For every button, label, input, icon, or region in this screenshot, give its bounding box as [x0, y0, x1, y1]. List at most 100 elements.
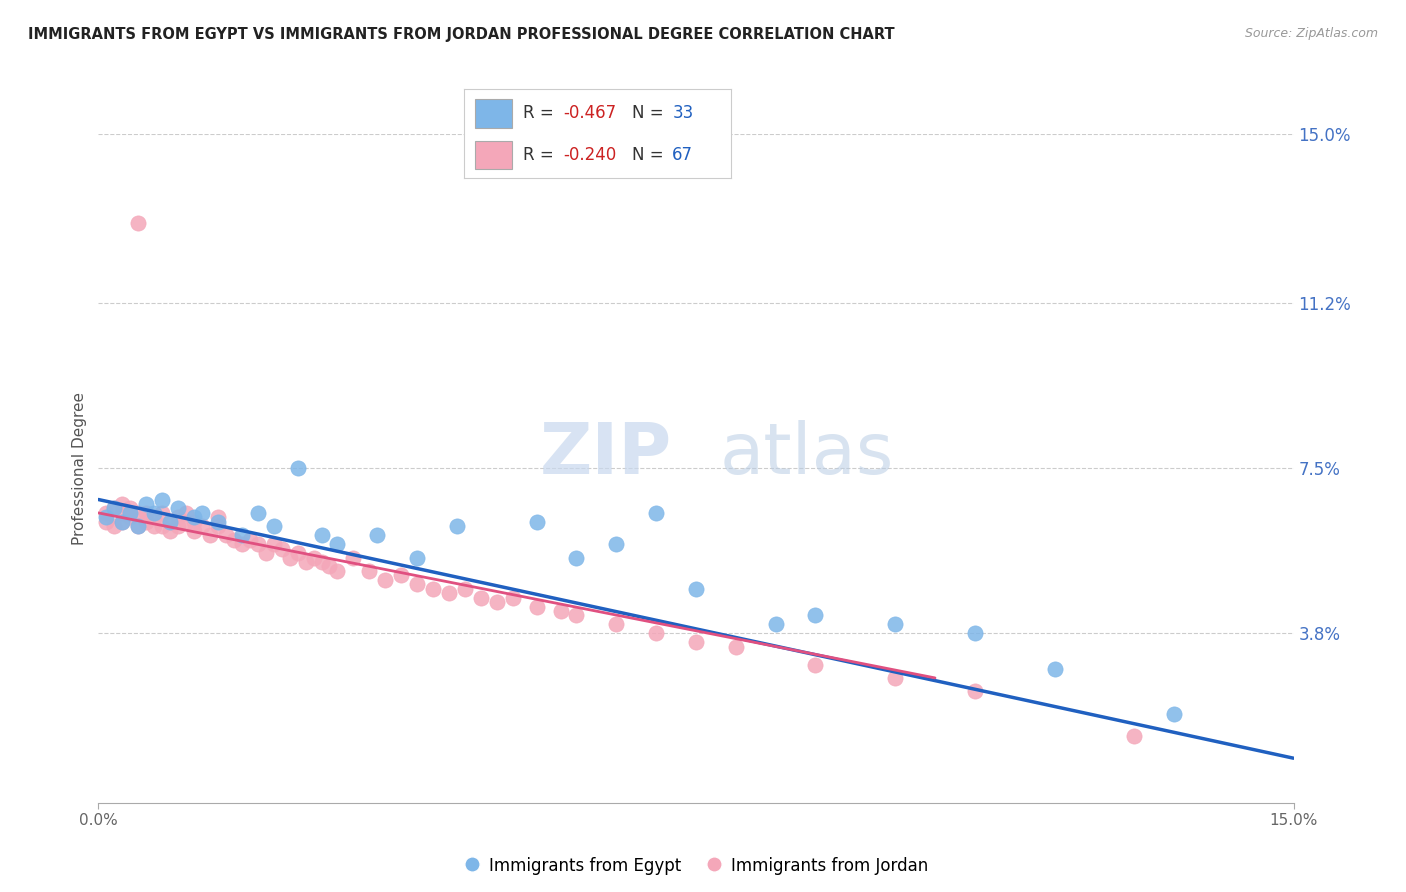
Point	[231, 528, 253, 542]
Point	[963, 626, 986, 640]
Text: N =: N =	[633, 146, 669, 164]
Point	[103, 519, 125, 533]
Bar	[475, 141, 512, 169]
Point	[135, 515, 157, 529]
Point	[174, 515, 197, 529]
Point	[135, 497, 157, 511]
Point	[120, 501, 142, 516]
Point	[111, 515, 134, 529]
Point	[191, 519, 214, 533]
Point	[359, 564, 381, 578]
Point	[198, 528, 221, 542]
Point	[167, 510, 190, 524]
Point	[96, 510, 118, 524]
Point	[167, 501, 190, 516]
Point	[111, 497, 134, 511]
Point	[470, 591, 492, 605]
Point	[143, 519, 166, 533]
Point	[645, 506, 668, 520]
Text: ZIP: ZIP	[540, 420, 672, 490]
Text: R =: R =	[523, 104, 558, 122]
Point	[270, 541, 292, 556]
Point	[311, 528, 333, 542]
Point	[127, 519, 149, 533]
Point	[311, 555, 333, 569]
Point	[287, 461, 309, 475]
Point	[183, 524, 205, 538]
Y-axis label: Professional Degree: Professional Degree	[72, 392, 87, 545]
Point	[565, 550, 588, 565]
Point	[294, 555, 316, 569]
Point	[207, 510, 229, 524]
Point	[150, 519, 173, 533]
Point	[406, 550, 429, 565]
Text: 67: 67	[672, 146, 693, 164]
Point	[485, 595, 508, 609]
Point	[231, 537, 253, 551]
Point	[422, 582, 444, 596]
Point	[167, 519, 190, 533]
Point	[263, 519, 285, 533]
Point	[963, 684, 986, 698]
Text: R =: R =	[523, 146, 558, 164]
Point	[222, 533, 245, 547]
Point	[550, 604, 572, 618]
Point	[143, 506, 166, 520]
Point	[1043, 662, 1066, 676]
Point	[183, 515, 205, 529]
Point	[389, 568, 412, 582]
Text: atlas: atlas	[720, 420, 894, 490]
Point	[254, 546, 277, 560]
Point	[565, 608, 588, 623]
Point	[366, 528, 388, 542]
Point	[437, 586, 460, 600]
Point	[605, 537, 627, 551]
Point	[724, 640, 747, 654]
Point	[454, 582, 477, 596]
Point	[174, 506, 197, 520]
Text: N =: N =	[633, 104, 669, 122]
Point	[159, 515, 181, 529]
Point	[239, 533, 262, 547]
Point	[103, 501, 125, 516]
Point	[326, 537, 349, 551]
Point	[278, 550, 301, 565]
Point	[884, 671, 907, 685]
Point	[342, 550, 364, 565]
Point	[183, 510, 205, 524]
Point	[804, 657, 827, 672]
Point	[215, 528, 238, 542]
Point	[246, 506, 269, 520]
Point	[318, 559, 340, 574]
Point	[111, 506, 134, 520]
Point	[159, 515, 181, 529]
Point	[246, 537, 269, 551]
Point	[645, 626, 668, 640]
Point	[159, 524, 181, 538]
Point	[143, 510, 166, 524]
Text: 33: 33	[672, 104, 693, 122]
Point	[207, 519, 229, 533]
Point	[96, 515, 118, 529]
Point	[127, 519, 149, 533]
Point	[263, 537, 285, 551]
Legend: Immigrants from Egypt, Immigrants from Jordan: Immigrants from Egypt, Immigrants from J…	[457, 850, 935, 881]
Point	[374, 573, 396, 587]
Text: -0.467: -0.467	[562, 104, 616, 122]
Point	[502, 591, 524, 605]
Point	[127, 506, 149, 520]
Bar	[475, 99, 512, 128]
Text: -0.240: -0.240	[562, 146, 616, 164]
Point	[526, 599, 548, 614]
Point	[191, 506, 214, 520]
Point	[685, 582, 707, 596]
Point	[207, 515, 229, 529]
Point	[685, 635, 707, 649]
Text: IMMIGRANTS FROM EGYPT VS IMMIGRANTS FROM JORDAN PROFESSIONAL DEGREE CORRELATION : IMMIGRANTS FROM EGYPT VS IMMIGRANTS FROM…	[28, 27, 894, 42]
Point	[884, 617, 907, 632]
Point	[605, 617, 627, 632]
Point	[526, 515, 548, 529]
Point	[135, 506, 157, 520]
Point	[150, 492, 173, 507]
Point	[302, 550, 325, 565]
